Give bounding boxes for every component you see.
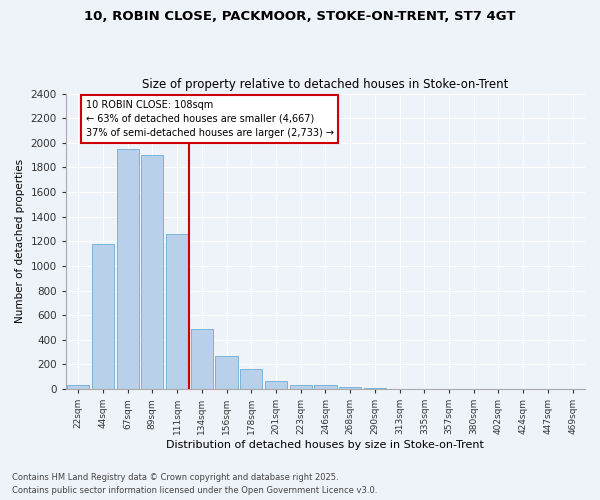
Bar (191, 328, 213, 389)
Bar (215, 356, 238, 389)
Bar (92, 244, 114, 389)
Title: Size of property relative to detached houses in Stoke-on-Trent: Size of property relative to detached ho… (142, 78, 509, 91)
Bar (339, 386, 361, 389)
Bar (67, 386, 89, 389)
Text: 10 ROBIN CLOSE: 108sqm
← 63% of detached houses are smaller (4,667)
37% of semi-: 10 ROBIN CLOSE: 108sqm ← 63% of detached… (86, 100, 334, 138)
Text: Contains HM Land Registry data © Crown copyright and database right 2025.
Contai: Contains HM Land Registry data © Crown c… (12, 474, 377, 495)
Bar (166, 234, 188, 389)
Text: 10, ROBIN CLOSE, PACKMOOR, STOKE-ON-TRENT, ST7 4GT: 10, ROBIN CLOSE, PACKMOOR, STOKE-ON-TREN… (84, 10, 516, 23)
X-axis label: Distribution of detached houses by size in Stoke-on-Trent: Distribution of detached houses by size … (166, 440, 484, 450)
Y-axis label: Number of detached properties: Number of detached properties (15, 159, 25, 324)
Bar (141, 155, 163, 389)
Bar (314, 386, 337, 389)
Bar (116, 149, 139, 389)
Bar (240, 370, 262, 389)
Bar (364, 388, 386, 389)
Bar (290, 386, 312, 389)
Bar (265, 381, 287, 389)
